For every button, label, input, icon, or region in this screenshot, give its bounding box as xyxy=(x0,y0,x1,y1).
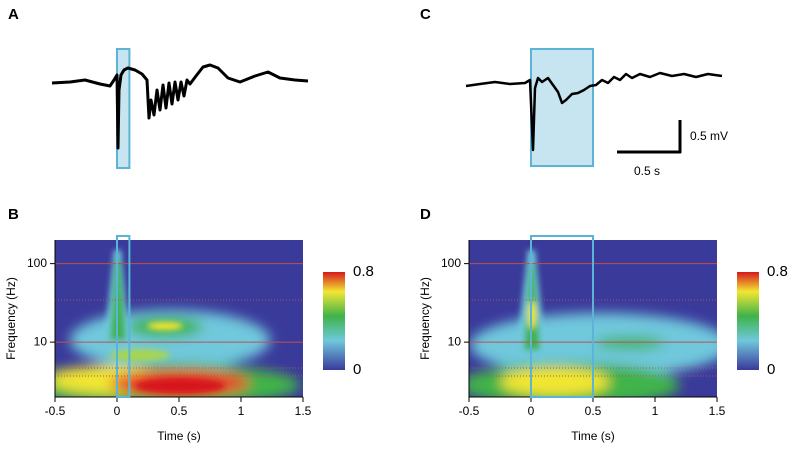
colorbar-tick-label: 0.8 xyxy=(353,263,374,280)
panel-label: A xyxy=(8,6,19,23)
spectrogram xyxy=(469,240,717,397)
x-tick-label: 0.5 xyxy=(171,404,188,418)
scale-label: 0.5 s xyxy=(634,164,660,178)
trace xyxy=(51,63,309,150)
x-tick-label: 0 xyxy=(528,404,535,418)
colorbar-tick-label: 0 xyxy=(767,361,775,378)
panel-label: C xyxy=(420,6,431,23)
time-window xyxy=(116,235,131,398)
panel-label: B xyxy=(8,206,19,223)
trace xyxy=(465,71,723,152)
time-window xyxy=(530,235,594,398)
spectrogram xyxy=(55,240,303,397)
x-tick-label: -0.5 xyxy=(45,404,66,418)
x-axis-label: Time (s) xyxy=(571,429,615,443)
scale-label: 0.5 mV xyxy=(690,129,728,143)
colorbar xyxy=(323,272,345,370)
colorbar xyxy=(737,272,759,370)
x-tick-label: 0 xyxy=(114,404,121,418)
x-tick-label: 1.5 xyxy=(295,404,312,418)
x-axis-label: Time (s) xyxy=(157,429,201,443)
trace-window xyxy=(530,48,594,167)
y-tick-label: 10 xyxy=(448,334,462,348)
x-tick-label: 1 xyxy=(652,404,659,418)
y-axis-label: Frequency (Hz) xyxy=(4,277,18,360)
x-tick-label: 1 xyxy=(238,404,245,418)
y-tick-label: 100 xyxy=(441,256,461,270)
colorbar-tick-label: 0 xyxy=(353,361,361,378)
y-tick-label: 10 xyxy=(34,334,48,348)
x-tick-label: 1.5 xyxy=(709,404,726,418)
x-tick-label: 0.5 xyxy=(585,404,602,418)
y-axis-label: Frequency (Hz) xyxy=(418,277,432,360)
y-tick-label: 100 xyxy=(27,256,47,270)
colorbar-tick-label: 0.8 xyxy=(767,263,788,280)
panel-label: D xyxy=(420,206,431,223)
x-tick-label: -0.5 xyxy=(459,404,480,418)
